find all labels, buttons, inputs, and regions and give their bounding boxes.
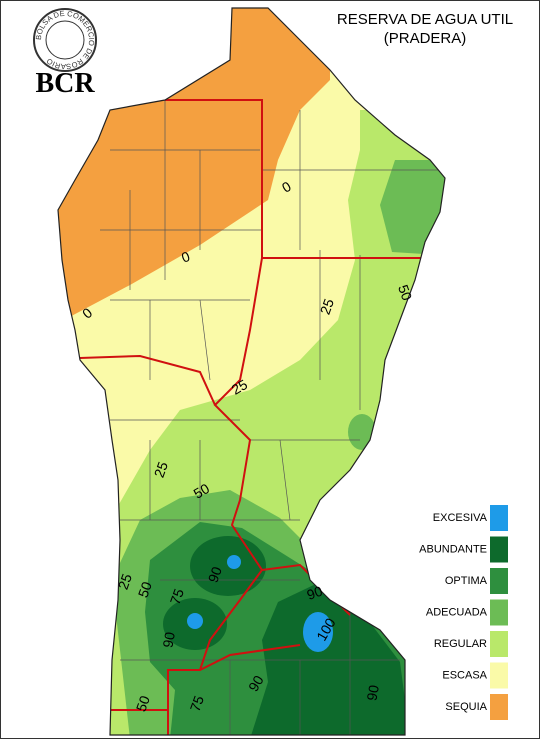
legend-swatch [490,662,508,689]
contour-label: 90 [305,583,325,603]
zone-excesiva [187,613,203,629]
contour-label: 50 [191,480,213,502]
contour-label: 90 [245,672,267,694]
legend-swatch [490,568,508,594]
contour-label: 90 [205,564,225,584]
logo: BOLSA DE COMERCIO DE ROSARIO BCR [33,8,97,99]
legend-swatch [490,694,508,720]
contour-label: 90 [159,631,177,649]
contour-label: 90 [363,684,381,702]
legend-swatch [490,631,508,657]
logo-inner [45,20,85,60]
logo-ring [33,8,97,72]
zone-excesiva [303,612,333,652]
zone-abundante [190,536,266,596]
contour-label: 25 [115,571,135,591]
legend-label: OPTIMA [445,575,488,587]
contour-label: 50 [395,283,415,303]
title-line: (PRADERA) [384,30,467,47]
legend-label: ESCASA [442,669,487,681]
legend: EXCESIVA ABUNDANTE OPTIMA ADECUADA REGULAR ES… [419,505,508,720]
legend-swatch [490,599,508,626]
contour-label: 25 [151,459,171,479]
contour-label: 50 [135,579,155,599]
legend-label: EXCESIVA [433,512,488,524]
title-line: RESERVA DE AGUA UTIL [337,11,513,28]
zone-abundante [250,582,410,735]
contour-label: 75 [167,586,187,606]
legend-label: SEQUIA [445,701,487,713]
logo-text: BCR [35,68,95,99]
contour-label: 50 [133,693,153,713]
zone-excesiva [227,555,241,569]
legend-label: ABUNDANTE [419,543,487,555]
legend-swatch [490,505,508,531]
legend-label: REGULAR [434,638,487,650]
contour-label: 75 [187,693,207,713]
department-borders [100,100,440,735]
contour-label: 25 [229,376,251,398]
legend-swatch [490,536,508,563]
legend-label: ADECUADA [426,606,488,618]
contour-label: 25 [317,296,337,316]
